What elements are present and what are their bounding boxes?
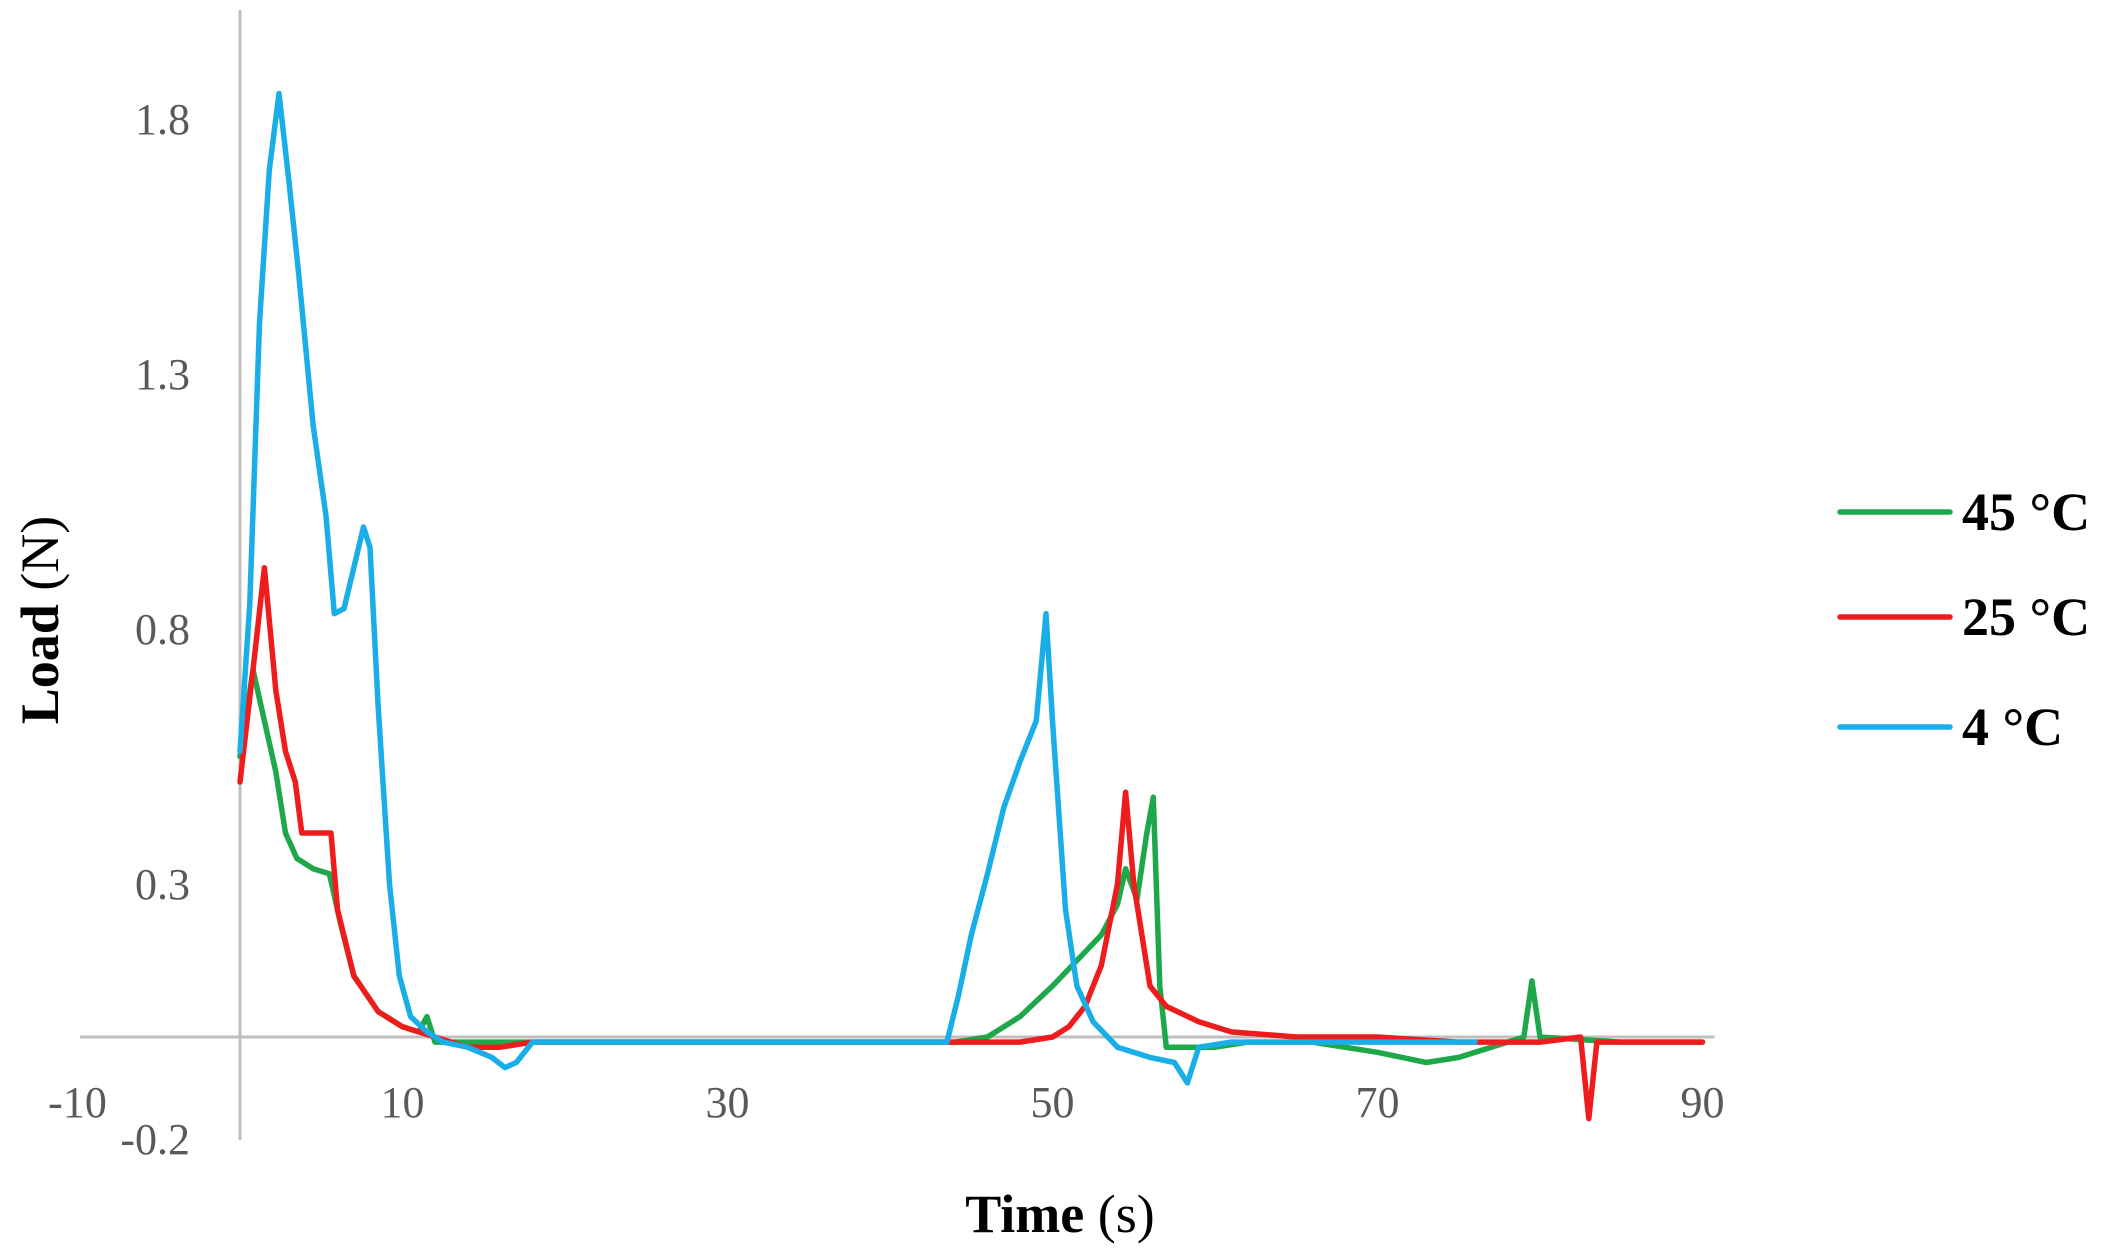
legend-label-25c: 25 °C <box>1962 587 2090 647</box>
series-line-1 <box>237 565 1706 1122</box>
legend-item-4c: 4 °C <box>1837 697 2063 757</box>
x-tick-label: 50 <box>1031 1078 1075 1127</box>
x-tick-label: -10 <box>48 1078 107 1127</box>
legend: 45 °C 25 °C 4 °C <box>1837 482 2090 757</box>
y-tick-label: -0.2 <box>120 1115 190 1164</box>
x-tick-label: 30 <box>706 1078 750 1127</box>
y-axis-title-unit: (N) <box>10 516 70 604</box>
legend-label-45c: 45 °C <box>1962 482 2090 542</box>
x-tick-labels: -10 10 30 50 70 90 <box>48 1078 1724 1127</box>
legend-item-25c: 25 °C <box>1837 587 2090 647</box>
axes <box>80 10 1715 1140</box>
x-tick-label: 90 <box>1681 1078 1725 1127</box>
series-line-2 <box>237 90 1478 1086</box>
legend-label-4c: 4 °C <box>1962 697 2063 757</box>
series-line-0 <box>237 667 1706 1066</box>
x-axis-title-unit: (s) <box>1084 1184 1154 1244</box>
y-tick-label: 0.8 <box>135 605 190 654</box>
y-tick-label: 1.3 <box>135 350 190 399</box>
y-axis-title: Load (N) <box>10 516 70 725</box>
y-tick-label: 0.3 <box>135 860 190 909</box>
x-tick-label: 70 <box>1356 1078 1400 1127</box>
series-layer <box>237 90 1706 1122</box>
legend-item-45c: 45 °C <box>1837 482 2090 542</box>
y-axis-title-main: Load <box>10 604 70 724</box>
y-tick-labels: -0.2 0.3 0.8 1.3 1.8 <box>120 95 190 1164</box>
x-axis-title-main: Time <box>965 1184 1084 1244</box>
x-axis-title: Time (s) <box>965 1184 1154 1244</box>
y-tick-label: 1.8 <box>135 95 190 144</box>
x-tick-label: 10 <box>381 1078 425 1127</box>
